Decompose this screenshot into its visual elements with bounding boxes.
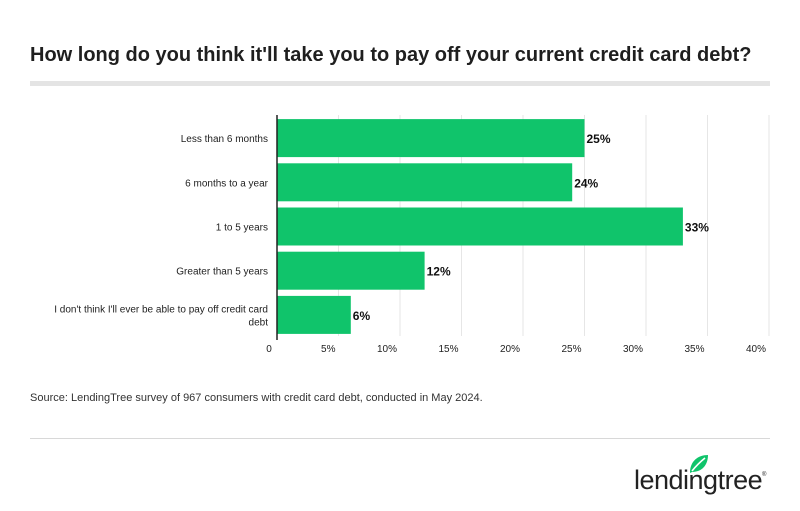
logo-wordmark: lendingtree (634, 465, 763, 495)
chart-title: How long do you think it'll take you to … (30, 44, 752, 66)
x-tick-label: 35% (684, 344, 704, 355)
x-tick-label: 10% (377, 344, 397, 355)
bar (277, 251, 425, 290)
leaf-icon (690, 455, 708, 473)
data-label: 24% (574, 176, 598, 190)
category-label: debt (249, 317, 269, 328)
category-label: I don't think I'll ever be able to pay o… (54, 304, 268, 315)
bar (277, 119, 585, 158)
x-tick-label: 30% (623, 344, 643, 355)
category-label: Less than 6 months (181, 134, 268, 145)
bar (277, 295, 351, 334)
logo-trademark: ® (762, 472, 767, 478)
x-tick-label: 5% (321, 344, 336, 355)
bar (277, 163, 573, 202)
bar-chart: 25% Less than 6 months 24% 6 months to a ye… (54, 115, 770, 355)
x-tick-label: 25% (561, 344, 581, 355)
source-note: Source: LendingTree survey of 967 consum… (30, 392, 483, 404)
x-tick-label: 15% (438, 344, 458, 355)
x-tick-label: 40% (746, 344, 766, 355)
category-label: 6 months to a year (185, 178, 268, 189)
bar (277, 207, 683, 246)
lendingtree-logo: lendingtree ® (634, 455, 774, 497)
category-label: Greater than 5 years (176, 267, 268, 278)
category-label: 1 to 5 years (216, 223, 268, 234)
data-label: 25% (587, 132, 611, 146)
footer-divider (30, 438, 770, 439)
data-label: 33% (685, 221, 709, 235)
x-tick-label: 0 (266, 344, 272, 355)
data-label: 12% (427, 265, 451, 279)
data-label: 6% (353, 309, 371, 323)
x-tick-label: 20% (500, 344, 520, 355)
title-divider (30, 81, 770, 86)
